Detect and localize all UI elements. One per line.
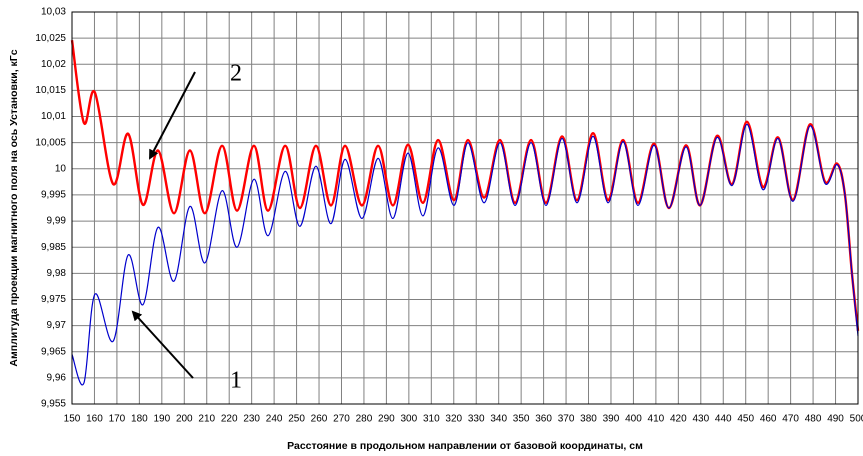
y-tick-label: 10,005 — [35, 137, 66, 148]
y-tick-label: 9,97 — [47, 320, 67, 331]
annotation: 1 — [230, 368, 242, 394]
x-tick-label: 190 — [153, 414, 170, 425]
x-tick-label: 320 — [445, 414, 462, 425]
x-tick-label: 250 — [288, 414, 305, 425]
x-tick-label: 410 — [648, 414, 665, 425]
arrow — [149, 71, 196, 160]
y-tick-label: 9,98 — [47, 268, 67, 279]
y-tick-label: 10,015 — [35, 85, 66, 96]
y-tick-label: 9,975 — [41, 294, 66, 305]
x-tick-label: 450 — [737, 414, 754, 425]
x-tick-label: 350 — [513, 414, 530, 425]
x-tick-label: 180 — [131, 414, 148, 425]
grid — [71, 11, 859, 405]
x-tick-label: 270 — [333, 414, 350, 425]
lines — [70, 40, 860, 386]
x-axis-label: Расстояние в продольном направлении от б… — [287, 440, 643, 452]
x-tick-label: 460 — [760, 414, 777, 425]
x-tick-label: 200 — [176, 414, 193, 425]
x-tick-label: 150 — [64, 414, 81, 425]
x-tick-label: 220 — [221, 414, 238, 425]
x-tick-label: 260 — [311, 414, 328, 425]
x-tick-label: 470 — [782, 414, 799, 425]
y-tick-label: 9,965 — [41, 346, 66, 357]
arrow — [131, 310, 194, 379]
y-tick-label: 10 — [55, 163, 67, 174]
y-tick-label: 10,01 — [41, 111, 66, 122]
x-tick-label: 330 — [468, 414, 485, 425]
y-axis-label: Амплитуда проекции магнитного поля на ос… — [8, 49, 20, 366]
x-tick-label: 430 — [692, 414, 709, 425]
y-tick-label: 10,025 — [35, 33, 66, 44]
y-tick-label: 10,03 — [41, 7, 66, 18]
y-tick-label: 9,995 — [41, 190, 66, 201]
plot-border — [71, 11, 859, 405]
x-tick-label: 170 — [109, 414, 126, 425]
x-tick-label: 400 — [625, 414, 642, 425]
y-tick-label: 9,985 — [41, 242, 66, 253]
x-tick-label: 280 — [356, 414, 373, 425]
x-tick-label: 500 — [850, 414, 863, 425]
y-tick-label: 9,955 — [41, 399, 66, 410]
x-tick-label: 370 — [558, 414, 575, 425]
y-tick-label: 10,02 — [41, 59, 66, 70]
x-tick-label: 420 — [670, 414, 687, 425]
x-tick-label: 300 — [401, 414, 418, 425]
x-tick-label: 240 — [266, 414, 283, 425]
y-tick-label: 9,99 — [47, 216, 67, 227]
x-tick-label: 380 — [580, 414, 597, 425]
annotation: 2 — [230, 61, 242, 87]
x-tick-label: 230 — [243, 414, 260, 425]
series-line — [71, 123, 859, 386]
x-tick-label: 340 — [490, 414, 507, 425]
x-tick-label: 290 — [378, 414, 395, 425]
x-tick-label: 360 — [535, 414, 552, 425]
y-tick-label: 9,96 — [47, 373, 67, 384]
x-tick-label: 210 — [198, 414, 215, 425]
x-tick-label: 160 — [86, 414, 103, 425]
x-tick-label: 490 — [827, 414, 844, 425]
x-tick-label: 310 — [423, 414, 440, 425]
x-tick-label: 480 — [805, 414, 822, 425]
series-line — [70, 40, 860, 331]
x-tick-label: 440 — [715, 414, 732, 425]
x-tick-label: 390 — [603, 414, 620, 425]
